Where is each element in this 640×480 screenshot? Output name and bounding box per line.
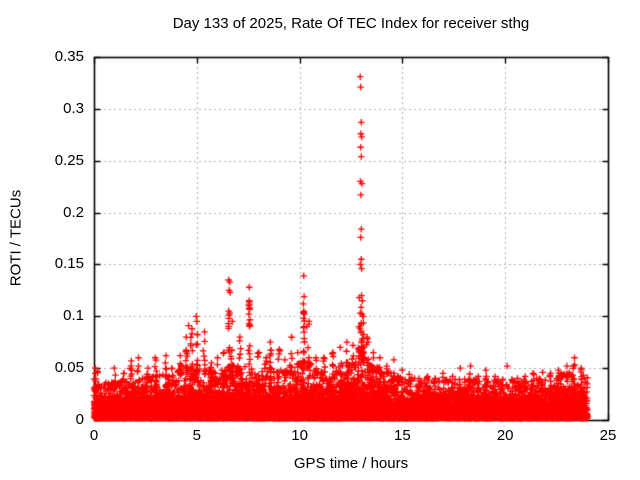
y-tick-label: 0.2: [63, 203, 84, 221]
x-tick-label: 20: [496, 427, 514, 444]
x-tick-label: 10: [291, 427, 308, 444]
y-tick-label: 0.1: [63, 307, 84, 325]
chart-title: Day 133 of 2025, Rate Of TEC Index for r…: [172, 15, 530, 32]
x-axis-label: GPS time / hours: [293, 455, 409, 472]
y-tick-label: 0.15: [54, 255, 84, 273]
y-tick-label: 0.35: [54, 48, 84, 65]
y-tick-label: 0: [75, 411, 84, 428]
y-tick-label: 0.3: [63, 99, 84, 117]
x-tick-label: 0: [89, 427, 99, 444]
y-tick-label: 0.25: [54, 151, 84, 169]
x-tick-label: 15: [394, 427, 411, 444]
x-tick-label: 25: [599, 427, 617, 444]
y-tick-label: 0.05: [54, 359, 84, 377]
x-tick-label: 5: [192, 427, 201, 444]
